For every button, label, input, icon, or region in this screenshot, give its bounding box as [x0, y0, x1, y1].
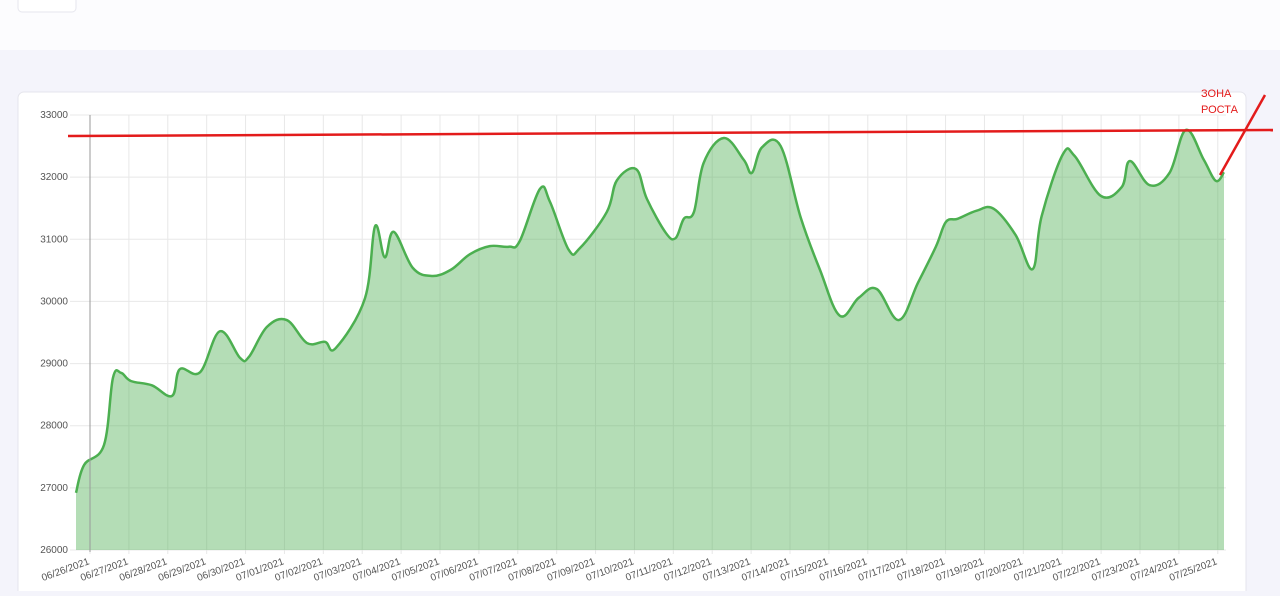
y-tick-label: 27000: [40, 483, 68, 494]
y-tick-label: 29000: [40, 359, 68, 370]
y-tick-label: 33000: [40, 110, 68, 121]
line: [74, 128, 1226, 494]
y-tick-label: 32000: [40, 172, 68, 183]
y-tick-label: 31000: [40, 234, 68, 245]
y-tick-label: 26000: [40, 545, 68, 556]
annotation: ЗОНА: [1201, 88, 1232, 100]
drawn-line: [67, 128, 1274, 138]
header-button[interactable]: [17, 0, 77, 13]
drawn-line: [1218, 94, 1267, 176]
y-tick-label: 30000: [40, 296, 68, 307]
annotation: РОСТА: [1201, 104, 1239, 116]
card: [17, 91, 1247, 596]
area: [76, 129, 1224, 550]
header: [0, 0, 1280, 50]
y-tick-label: 28000: [40, 421, 68, 432]
